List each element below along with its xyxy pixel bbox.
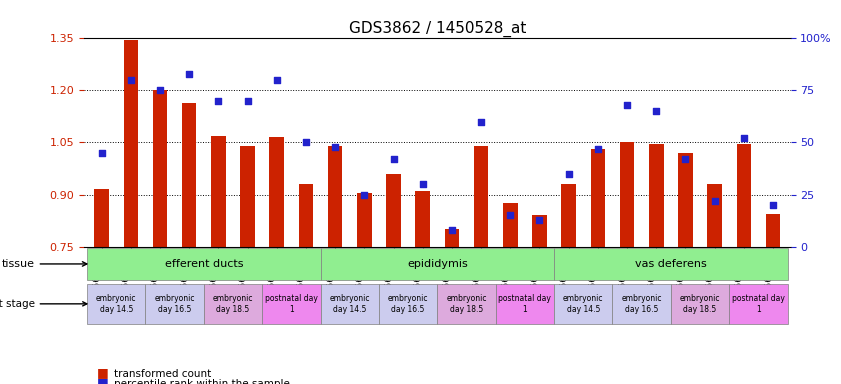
Text: postnatal day
1: postnatal day 1	[265, 294, 318, 314]
Point	[474, 119, 488, 125]
FancyBboxPatch shape	[87, 283, 145, 324]
FancyBboxPatch shape	[320, 248, 554, 280]
Bar	[503, 203, 517, 247]
Point	[416, 181, 430, 187]
Text: development stage: development stage	[0, 299, 87, 309]
Bar	[241, 146, 255, 247]
FancyBboxPatch shape	[379, 283, 437, 324]
Bar	[445, 229, 459, 247]
Point	[591, 146, 605, 152]
Title: GDS3862 / 1450528_at: GDS3862 / 1450528_at	[349, 21, 526, 37]
Bar	[737, 144, 751, 247]
Point	[270, 77, 283, 83]
Bar	[328, 146, 342, 247]
Bar	[649, 144, 664, 247]
Bar	[153, 91, 167, 247]
Point	[708, 198, 722, 204]
FancyBboxPatch shape	[729, 283, 788, 324]
Point	[241, 98, 254, 104]
Bar	[707, 184, 722, 247]
Text: tissue: tissue	[2, 259, 87, 269]
Point	[621, 102, 634, 108]
Text: postnatal day
1: postnatal day 1	[732, 294, 785, 314]
Text: transformed count: transformed count	[114, 369, 211, 379]
Text: embryonic
day 14.5: embryonic day 14.5	[96, 294, 136, 314]
Point	[95, 150, 108, 156]
Bar	[299, 184, 313, 247]
Point	[387, 156, 400, 162]
Bar	[532, 215, 547, 247]
Bar	[415, 191, 430, 247]
Bar	[678, 153, 693, 247]
Point	[182, 71, 196, 77]
FancyBboxPatch shape	[437, 283, 495, 324]
Point	[299, 139, 313, 146]
Bar	[211, 136, 225, 247]
Text: embryonic
day 14.5: embryonic day 14.5	[563, 294, 604, 314]
Bar	[182, 103, 197, 247]
FancyBboxPatch shape	[204, 283, 262, 324]
Text: epididymis: epididymis	[407, 259, 468, 269]
Bar	[94, 189, 109, 247]
Bar	[590, 149, 606, 247]
FancyBboxPatch shape	[495, 283, 554, 324]
Text: vas deferens: vas deferens	[635, 259, 706, 269]
Bar	[124, 40, 138, 247]
Text: embryonic
day 16.5: embryonic day 16.5	[621, 294, 662, 314]
Bar	[357, 193, 372, 247]
Point	[737, 135, 750, 141]
Bar	[562, 184, 576, 247]
FancyBboxPatch shape	[87, 248, 320, 280]
FancyBboxPatch shape	[554, 283, 612, 324]
FancyBboxPatch shape	[612, 283, 671, 324]
FancyBboxPatch shape	[145, 283, 204, 324]
Text: embryonic
day 18.5: embryonic day 18.5	[213, 294, 253, 314]
FancyBboxPatch shape	[262, 283, 320, 324]
Text: ■: ■	[97, 366, 108, 379]
Point	[329, 144, 342, 150]
Bar	[620, 142, 634, 247]
Text: ■: ■	[97, 376, 108, 384]
Point	[649, 108, 663, 114]
FancyBboxPatch shape	[671, 283, 729, 324]
Point	[679, 156, 692, 162]
Point	[504, 212, 517, 218]
Text: percentile rank within the sample: percentile rank within the sample	[114, 379, 289, 384]
Point	[766, 202, 780, 208]
Point	[153, 88, 167, 94]
Text: embryonic
day 14.5: embryonic day 14.5	[330, 294, 370, 314]
Text: efferent ducts: efferent ducts	[165, 259, 243, 269]
Bar	[386, 174, 401, 247]
Text: embryonic
day 16.5: embryonic day 16.5	[155, 294, 195, 314]
Text: embryonic
day 18.5: embryonic day 18.5	[680, 294, 720, 314]
Bar	[473, 146, 489, 247]
FancyBboxPatch shape	[320, 283, 379, 324]
Text: postnatal day
1: postnatal day 1	[499, 294, 552, 314]
Point	[357, 192, 371, 198]
Text: embryonic
day 18.5: embryonic day 18.5	[447, 294, 487, 314]
FancyBboxPatch shape	[554, 248, 788, 280]
Point	[124, 77, 138, 83]
Point	[532, 217, 546, 223]
Bar	[269, 137, 284, 247]
Point	[212, 98, 225, 104]
Point	[445, 227, 458, 233]
Bar	[765, 214, 780, 247]
Point	[562, 170, 575, 177]
Text: embryonic
day 16.5: embryonic day 16.5	[388, 294, 428, 314]
